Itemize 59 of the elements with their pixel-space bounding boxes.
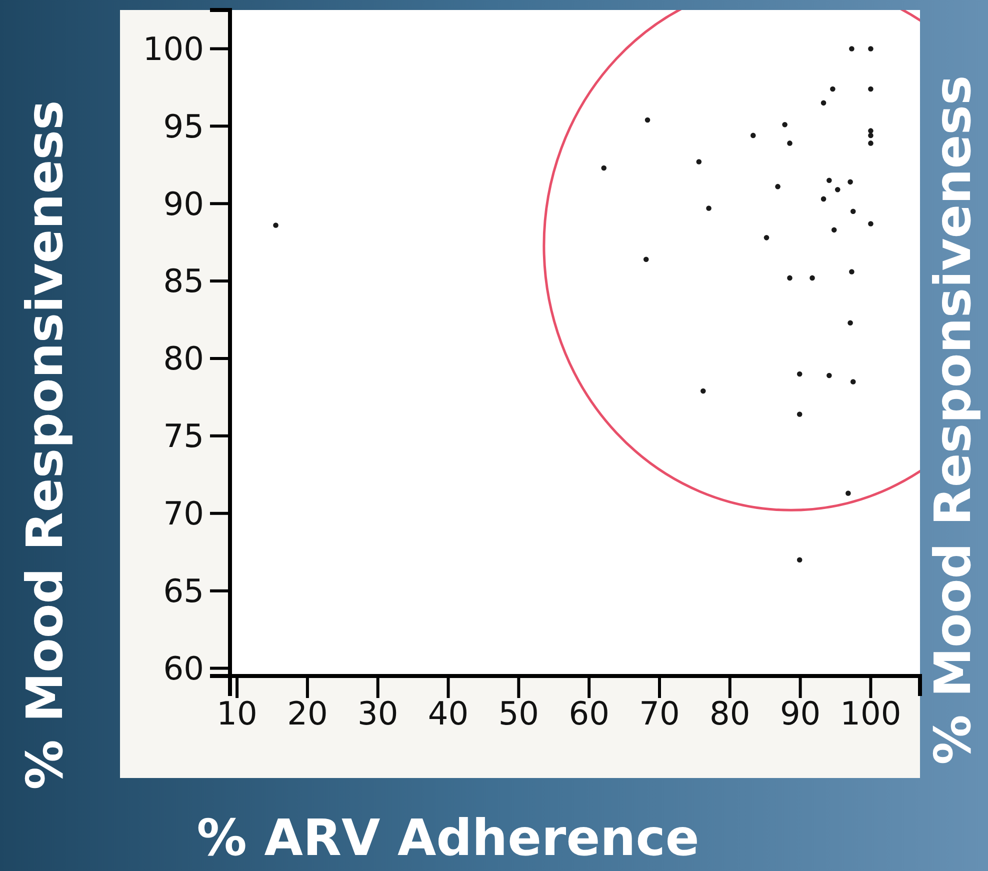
y-tick-label: 90 xyxy=(163,184,204,223)
point xyxy=(850,208,856,214)
point xyxy=(820,100,826,106)
point xyxy=(868,132,874,138)
x-tick-label: 80 xyxy=(710,694,750,733)
point xyxy=(273,222,278,228)
point xyxy=(796,557,802,562)
point xyxy=(848,179,853,185)
x-tick-label: 20 xyxy=(287,694,328,733)
point xyxy=(787,140,792,146)
x-tick-label: 70 xyxy=(639,694,680,733)
point xyxy=(849,269,854,274)
y-tick-label: 85 xyxy=(163,262,204,300)
point xyxy=(868,86,874,92)
y2-axis-title: % Mood Responsiveness xyxy=(924,75,982,765)
point xyxy=(868,140,874,146)
x-tick-label: 10 xyxy=(216,694,258,733)
y-tick-label: 65 xyxy=(163,572,204,610)
point xyxy=(868,46,874,52)
point xyxy=(787,275,792,281)
point xyxy=(796,371,802,377)
point xyxy=(868,221,874,226)
point xyxy=(820,196,826,202)
y-tick-label: 70 xyxy=(163,494,204,533)
y-tick-label: 75 xyxy=(163,417,204,456)
point xyxy=(830,86,836,92)
y-axis-title: % Mood Responsiveness xyxy=(16,100,74,790)
y-tick-label: 100 xyxy=(142,30,204,68)
point xyxy=(850,379,856,384)
point xyxy=(834,187,840,192)
y-tick-label: 95 xyxy=(163,107,204,146)
x-tick-label: 30 xyxy=(358,694,398,733)
point xyxy=(796,412,802,417)
point xyxy=(846,490,851,496)
point xyxy=(750,132,756,138)
point xyxy=(764,235,770,240)
point xyxy=(700,388,706,394)
point xyxy=(810,275,815,281)
point xyxy=(643,256,649,262)
point xyxy=(831,227,837,233)
point xyxy=(826,372,832,378)
point xyxy=(849,46,854,52)
x-tick-label: 60 xyxy=(568,694,610,733)
point xyxy=(644,117,650,123)
point xyxy=(775,184,780,190)
x-tick-label: 40 xyxy=(428,694,469,733)
y-tick-label: 80 xyxy=(163,340,204,378)
x-tick-label: 100 xyxy=(840,694,902,733)
point xyxy=(601,165,607,171)
point xyxy=(706,206,712,211)
point xyxy=(826,178,832,184)
y-tick-label: 60 xyxy=(163,649,204,688)
point xyxy=(848,320,853,326)
point xyxy=(696,159,702,164)
x-tick-label: 50 xyxy=(498,694,540,733)
x-axis-title: % ARV Adherence xyxy=(196,809,700,867)
x-tick-label: 90 xyxy=(780,694,821,733)
point xyxy=(782,122,788,128)
point xyxy=(868,128,874,134)
